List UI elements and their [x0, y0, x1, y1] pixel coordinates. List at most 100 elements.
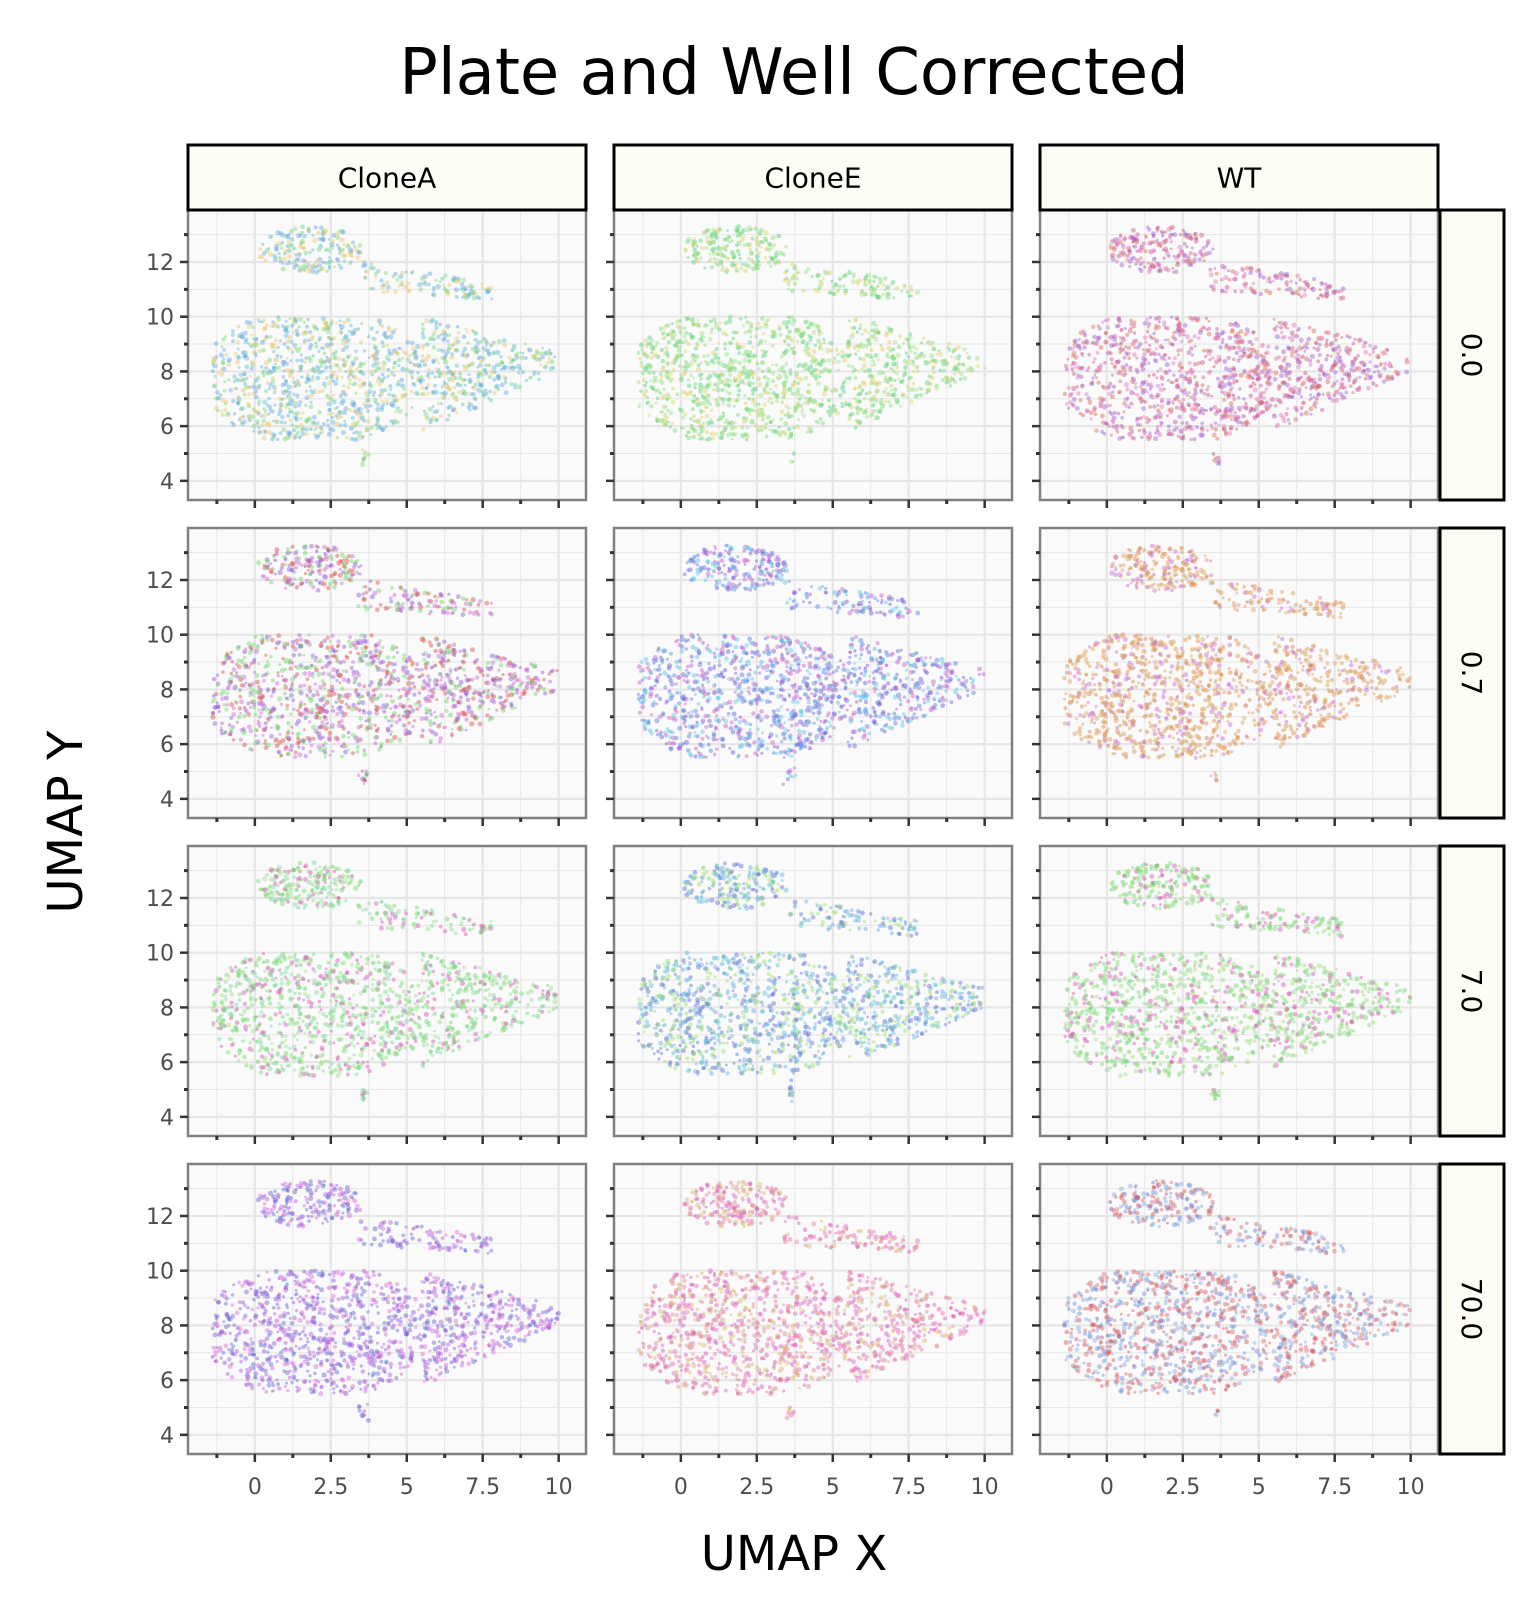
scatter-point [781, 395, 786, 400]
scatter-point [905, 396, 910, 400]
scatter-point [487, 363, 491, 368]
scatter-point [294, 328, 299, 333]
scatter-point [277, 396, 282, 402]
scatter-point [1179, 373, 1184, 379]
scatter-point [451, 370, 457, 376]
scatter-point [690, 407, 695, 412]
scatter-point [289, 323, 295, 328]
scatter-point [923, 360, 930, 366]
scatter-point [409, 389, 414, 394]
scatter-point [314, 265, 319, 270]
scatter-point [1101, 320, 1105, 324]
scatter-point [906, 340, 910, 344]
scatter-point [1248, 353, 1253, 358]
scatter-point [1121, 336, 1125, 339]
scatter-point [1124, 351, 1128, 355]
scatter-point [782, 278, 788, 283]
scatter-point [1248, 408, 1253, 413]
scatter-point [273, 257, 279, 263]
scatter-point [666, 408, 670, 412]
scatter-point [333, 407, 337, 411]
scatter-point [762, 375, 768, 380]
scatter-point [363, 453, 367, 457]
scatter-point [721, 266, 725, 270]
scatter-point [255, 419, 260, 424]
scatter-point [705, 383, 711, 389]
scatter-point [280, 266, 286, 272]
scatter-point [548, 351, 553, 356]
scatter-point [643, 338, 648, 343]
scatter-point [286, 402, 291, 407]
scatter-point [329, 337, 333, 341]
scatter-point [322, 238, 326, 242]
scatter-point [461, 378, 466, 382]
scatter-point [444, 708, 449, 714]
scatter-point [1264, 351, 1268, 355]
scatter-point [880, 346, 886, 352]
scatter-point [809, 408, 813, 412]
scatter-point [327, 412, 331, 416]
scatter-point [958, 362, 962, 366]
scatter-point [1096, 324, 1100, 328]
scatter-point [767, 400, 771, 403]
scatter-point [254, 378, 259, 383]
scatter-point [293, 317, 298, 322]
scatter-point [948, 384, 953, 388]
scatter-point [285, 345, 290, 350]
scatter-point [269, 342, 275, 347]
scatter-point [1147, 361, 1151, 365]
scatter-point [803, 375, 809, 381]
scatter-point [847, 270, 852, 275]
scatter-point [355, 255, 361, 261]
scatter-point [233, 351, 238, 356]
scatter-point [441, 371, 446, 375]
scatter-point [1189, 263, 1194, 267]
scatter-point [285, 367, 291, 373]
scatter-point [1119, 341, 1123, 345]
scatter-point [442, 358, 447, 362]
scatter-point [362, 752, 368, 757]
scatter-point [902, 358, 908, 364]
scatter-point [1205, 388, 1209, 392]
scatter-point [761, 332, 766, 336]
scatter-point [1350, 362, 1355, 368]
scatter-point [495, 374, 501, 380]
scatter-point [480, 286, 485, 291]
scatter-point [347, 408, 352, 413]
scatter-point [328, 396, 334, 402]
scatter-point [983, 366, 987, 370]
scatter-point [458, 375, 463, 381]
scatter-point [473, 331, 479, 336]
scatter-point [668, 425, 673, 429]
scatter-point [267, 421, 272, 426]
scatter-point [331, 399, 337, 405]
scatter-point [427, 406, 433, 412]
scatter-point [374, 355, 377, 359]
scatter-point [467, 363, 472, 368]
scatter-point [764, 434, 769, 439]
scatter-point [531, 354, 537, 360]
scatter-point [1374, 364, 1379, 369]
scatter-point [373, 368, 378, 374]
scatter-point [1317, 342, 1322, 347]
scatter-point [1303, 281, 1308, 286]
scatter-point [246, 402, 250, 406]
scatter-point [455, 411, 459, 414]
scatter-point [375, 421, 380, 426]
scatter-point [314, 344, 319, 349]
scatter-point [262, 412, 268, 418]
scatter-point [412, 351, 417, 356]
scatter-point [307, 338, 311, 343]
scatter-point [342, 363, 346, 368]
scatter-point [714, 346, 719, 352]
scatter-point [1172, 419, 1178, 425]
scatter-point [477, 382, 483, 388]
scatter-point [637, 405, 641, 409]
scatter-point [401, 392, 407, 398]
scatter-point [274, 419, 280, 425]
scatter-point [1070, 402, 1075, 407]
scatter-point [262, 429, 267, 433]
scatter-point [313, 427, 317, 432]
scatter-point [1255, 367, 1260, 372]
